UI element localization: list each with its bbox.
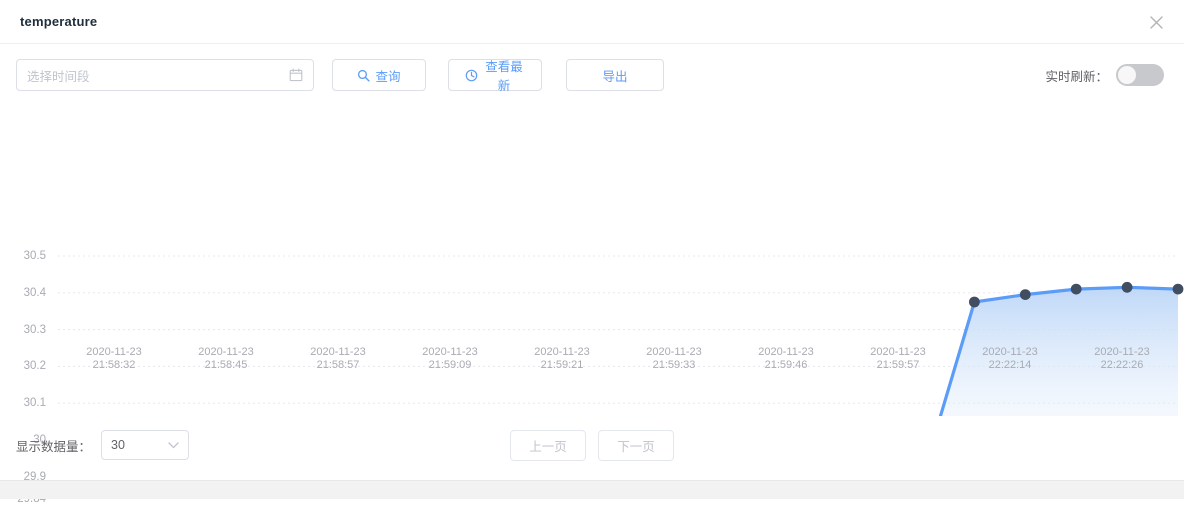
chart-gridlines — [58, 255, 1178, 404]
realtime-refresh-toggle[interactable] — [1116, 64, 1164, 86]
chart-point[interactable] — [1070, 283, 1082, 295]
window-bottom-strip — [0, 480, 1184, 499]
search-icon — [357, 69, 371, 82]
x-axis-tick-date: 2020-11-23 — [310, 346, 366, 358]
y-axis-tick-label: 30.4 — [23, 286, 46, 299]
x-axis-tick-date: 2020-11-23 — [982, 346, 1038, 358]
x-axis-tick-time: 21:59:57 — [876, 359, 920, 371]
chart-point[interactable] — [1172, 283, 1184, 295]
y-axis-tick-label: 30.5 — [23, 250, 46, 262]
export-button[interactable]: 导出 — [566, 59, 664, 91]
x-axis-tick-label: 2020-11-23 22:22:14 — [982, 346, 1037, 372]
x-axis-tick-label: 2020-11-23 21:59:21 — [534, 346, 589, 372]
x-axis-tick-label: 2020-11-23 22:22:26 — [1094, 346, 1149, 372]
date-range-placeholder: 选择时间段 — [27, 69, 90, 84]
toolbar: 选择时间段 查询 — [0, 44, 1184, 106]
x-axis-tick-time: 21:58:32 — [92, 359, 136, 371]
x-axis-tick-date: 2020-11-23 — [870, 346, 926, 358]
export-button-label: 导出 — [602, 69, 628, 84]
dialog-header: temperature — [0, 0, 1184, 44]
query-button[interactable]: 查询 — [332, 59, 426, 91]
page-size-value: 30 — [111, 438, 125, 452]
x-axis-tick-label: 2020-11-23 21:59:09 — [422, 346, 477, 372]
x-axis-tick-time: 21:59:46 — [764, 359, 808, 371]
x-axis-tick-date: 2020-11-23 — [758, 346, 814, 358]
page-size-select[interactable]: 30 — [101, 430, 190, 460]
x-axis-tick-date: 2020-11-23 — [422, 346, 478, 358]
clock-refresh-icon — [465, 69, 478, 82]
x-axis-tick-time: 21:58:45 — [204, 359, 248, 371]
calendar-icon — [289, 68, 303, 82]
chart-point[interactable] — [1019, 289, 1031, 300]
y-axis-tick-label: 30.3 — [23, 323, 46, 336]
x-axis-tick-label: 2020-11-23 21:59:46 — [758, 346, 813, 372]
query-button-label: 查询 — [375, 69, 401, 84]
chart-area-fill — [940, 287, 1178, 416]
pagination: 上一页 下一页 — [510, 429, 674, 461]
x-axis-tick-label: 2020-11-23 21:58:32 — [86, 346, 141, 372]
page-size-label: 显示数据量： — [16, 439, 92, 454]
temperature-line-chart[interactable] — [0, 106, 1184, 416]
date-range-input[interactable]: 选择时间段 — [16, 59, 314, 91]
chart-point[interactable] — [1121, 281, 1133, 293]
x-axis-tick-date: 2020-11-23 — [198, 346, 254, 358]
x-axis-tick-date: 2020-11-23 — [86, 346, 142, 358]
chart-points[interactable] — [53, 281, 1184, 416]
x-axis-tick-label: 2020-11-23 21:59:33 — [646, 346, 701, 372]
x-axis-tick-time: 21:59:21 — [540, 359, 584, 371]
y-axis-tick-label: 29.9 — [23, 470, 46, 483]
x-axis-tick-time: 22:22:14 — [988, 359, 1032, 371]
chevron-down-icon — [168, 438, 179, 452]
y-axis-tick-label: 30 — [33, 434, 46, 446]
close-icon[interactable] — [1142, 8, 1170, 36]
x-axis-tick-label: 2020-11-23 21:58:57 — [310, 346, 365, 372]
chart-line — [938, 285, 1180, 416]
x-axis-tick-date: 2020-11-23 — [534, 346, 590, 358]
realtime-refresh-label: 实时刷新： — [1045, 69, 1108, 84]
x-axis-tick-time: 22:22:26 — [1100, 359, 1144, 371]
realtime-refresh-control: 实时刷新： — [1045, 64, 1164, 86]
x-axis-tick-label: 2020-11-23 21:58:45 — [198, 346, 253, 372]
view-latest-button-label: 查看最新 — [485, 60, 523, 93]
view-latest-button[interactable]: 查看最新 — [448, 59, 542, 93]
x-axis-tick-time: 21:59:09 — [428, 359, 472, 371]
y-axis-tick-label: 30.2 — [23, 360, 46, 373]
x-axis-tick-date: 2020-11-23 — [646, 346, 702, 358]
prev-page-button[interactable]: 上一页 — [510, 429, 586, 461]
footer: 显示数据量： 30 上一页 下一页 — [0, 416, 1184, 474]
page-title: temperature — [20, 14, 98, 29]
y-axis-tick-label: 30.1 — [23, 397, 46, 410]
x-axis-tick-time: 21:59:33 — [652, 359, 696, 371]
chart-point[interactable] — [969, 296, 980, 308]
x-axis-tick-time: 21:58:57 — [316, 359, 360, 371]
x-axis-tick-date: 2020-11-23 — [1094, 346, 1150, 358]
next-page-button[interactable]: 下一页 — [598, 429, 674, 461]
toggle-knob — [1118, 66, 1136, 84]
x-axis-tick-label: 2020-11-23 21:59:57 — [870, 346, 925, 372]
